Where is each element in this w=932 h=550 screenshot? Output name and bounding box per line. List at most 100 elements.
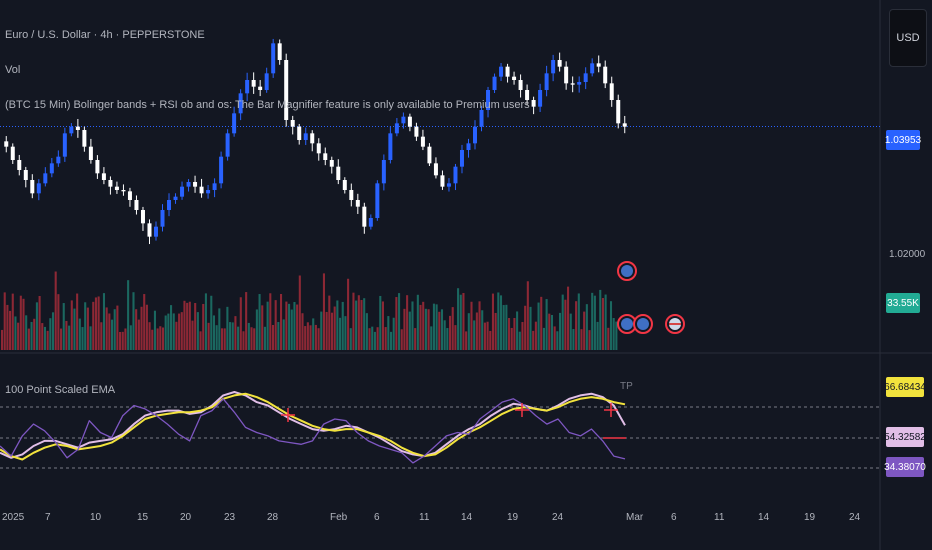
volume-bar bbox=[183, 300, 186, 350]
candle-body bbox=[23, 170, 28, 180]
oscillator-series-line bbox=[0, 391, 626, 459]
volume-bar bbox=[3, 292, 6, 350]
volume-bar bbox=[22, 298, 25, 350]
volume-bar bbox=[14, 316, 17, 350]
candle-body bbox=[459, 150, 464, 167]
volume-bar bbox=[336, 300, 339, 350]
candle-body bbox=[414, 126, 419, 137]
volume-bar bbox=[196, 312, 199, 350]
volume-bar bbox=[368, 328, 371, 350]
volume-bar bbox=[612, 317, 615, 350]
volume-bar bbox=[489, 330, 492, 350]
candle-body bbox=[147, 223, 152, 237]
volume-bar bbox=[588, 330, 591, 350]
candle-body bbox=[160, 210, 165, 227]
candle-body bbox=[17, 160, 22, 170]
volume-bar bbox=[599, 289, 602, 350]
current-price-badge: 1.03953 bbox=[885, 130, 921, 150]
candle-body bbox=[583, 73, 588, 82]
candle-body bbox=[388, 133, 393, 160]
volume-bar bbox=[175, 321, 178, 350]
volume-bar bbox=[580, 329, 583, 350]
volume-bar bbox=[475, 312, 478, 350]
currency-button[interactable]: USD bbox=[889, 9, 927, 67]
flag-icon bbox=[637, 318, 649, 330]
volume-bar bbox=[521, 322, 524, 350]
volume-bar bbox=[108, 313, 111, 350]
volume-bar bbox=[457, 288, 460, 350]
volume-bar bbox=[49, 318, 52, 350]
volume-bar bbox=[102, 293, 106, 350]
volume-bar bbox=[556, 331, 559, 350]
volume-bar bbox=[11, 293, 14, 350]
volume-bar bbox=[204, 293, 207, 350]
volume-bar bbox=[518, 331, 521, 350]
volume-bar bbox=[105, 307, 108, 350]
volume-bar bbox=[379, 295, 382, 350]
candle-body bbox=[336, 166, 341, 180]
candle-body bbox=[199, 186, 204, 194]
time-axis-label: 11 bbox=[419, 512, 430, 523]
time-axis-label: 24 bbox=[849, 512, 861, 523]
volume-bar bbox=[349, 328, 352, 350]
candle-body bbox=[101, 173, 106, 180]
candle-body bbox=[297, 126, 302, 140]
volume-bar bbox=[247, 322, 250, 350]
candle-body bbox=[531, 100, 536, 107]
volume-bar bbox=[470, 301, 473, 350]
candle-body bbox=[564, 66, 569, 84]
candle-body bbox=[193, 182, 198, 187]
volume-bar bbox=[341, 301, 344, 350]
volume-bar bbox=[57, 294, 60, 350]
volume-bar bbox=[60, 328, 63, 350]
volume-bar bbox=[357, 295, 360, 350]
volume-bar bbox=[25, 315, 28, 350]
volume-bar bbox=[41, 323, 44, 350]
candle-body bbox=[590, 63, 595, 74]
volume-bar bbox=[615, 321, 618, 350]
volume-bar bbox=[279, 294, 283, 350]
candle-body bbox=[544, 73, 549, 90]
candle-body bbox=[121, 190, 126, 192]
volume-bar bbox=[298, 275, 301, 350]
volume-bar bbox=[572, 329, 575, 350]
volume-bar bbox=[596, 321, 599, 350]
candle-body bbox=[264, 73, 269, 90]
candle-body bbox=[355, 200, 360, 207]
candle-body bbox=[362, 206, 367, 227]
volume-bar bbox=[585, 304, 588, 350]
volume-bar bbox=[153, 310, 156, 350]
volume-bar bbox=[403, 308, 406, 350]
volume-bar bbox=[328, 295, 331, 350]
volume-bar bbox=[231, 322, 234, 350]
candle-body bbox=[342, 180, 347, 190]
volume-bar bbox=[448, 315, 452, 350]
volume-bar bbox=[76, 293, 79, 350]
candle-body bbox=[616, 100, 621, 124]
candle-body bbox=[329, 160, 334, 167]
volume-bar bbox=[347, 278, 350, 350]
candle-body bbox=[153, 226, 158, 237]
candle-body bbox=[186, 182, 191, 187]
flag-stripe bbox=[669, 323, 681, 325]
volume-bar bbox=[389, 331, 393, 350]
candle-body bbox=[609, 83, 614, 100]
volume-bar bbox=[395, 297, 398, 350]
candle-body bbox=[557, 60, 562, 67]
candle-body bbox=[180, 186, 185, 197]
volume-bar bbox=[261, 305, 264, 350]
candle-body bbox=[251, 80, 256, 87]
volume-bar bbox=[438, 311, 441, 350]
volume-bar bbox=[558, 312, 562, 350]
candle-body bbox=[505, 66, 510, 77]
volume-bar bbox=[282, 319, 285, 350]
volume-bar bbox=[414, 328, 417, 350]
volume-bar bbox=[148, 322, 151, 350]
candle-body bbox=[290, 120, 295, 127]
volume-bar bbox=[43, 326, 47, 350]
volume-bar bbox=[411, 301, 414, 350]
volume-bar bbox=[344, 316, 347, 350]
volume-bar bbox=[435, 304, 438, 350]
candle-body bbox=[88, 146, 93, 160]
